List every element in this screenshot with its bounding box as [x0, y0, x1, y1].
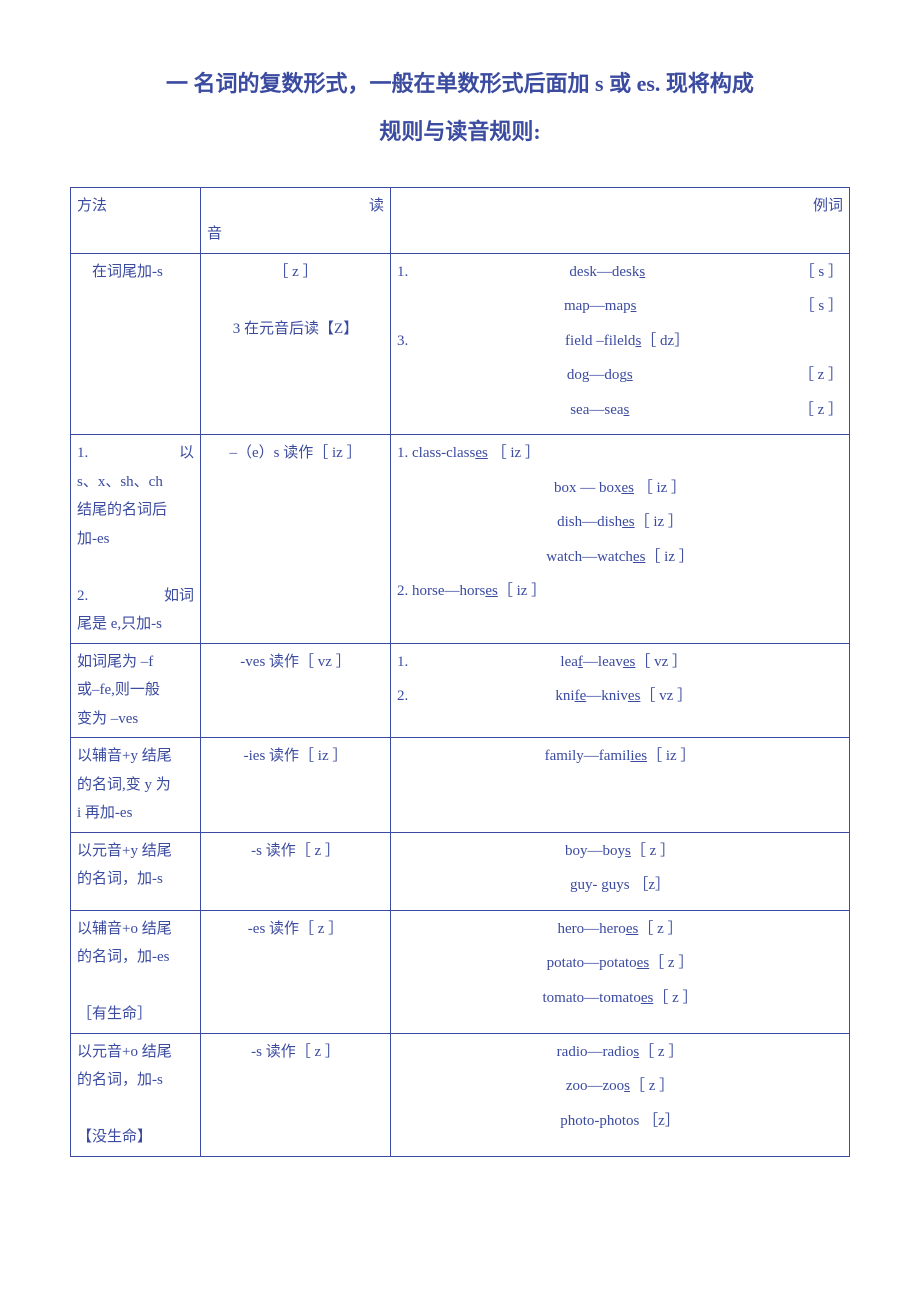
- example-line: watch—watches［ iz ］: [397, 543, 843, 572]
- header-pron-right-bottom: 音: [207, 220, 384, 249]
- pronunciation-line: -es 读作［ z ］: [207, 915, 384, 944]
- method-line: ［有生命］: [77, 1000, 194, 1029]
- example-line: map—maps［ s ］: [397, 292, 843, 321]
- example-cell: family—families［ iz ］: [391, 738, 850, 833]
- method-line: [77, 1095, 194, 1124]
- method-line: [77, 972, 194, 1001]
- example-cell: 1.desk—desks［ s ］ map—maps［ s ］ 3.field –…: [391, 253, 850, 435]
- pronunciation-cell: -s 读作［ z ］: [201, 832, 391, 910]
- method-line: 结尾的名词后: [77, 496, 194, 525]
- example-line: 2. horse—horses［ iz ］: [397, 577, 843, 606]
- method-line: 的名词,变 y 为: [77, 771, 194, 800]
- example-line: 1. class-classes ［ iz ］: [397, 439, 843, 468]
- header-examples-text: 例词: [813, 198, 843, 214]
- method-line: 1.以: [77, 439, 194, 468]
- method-line: 加-es: [77, 525, 194, 554]
- example-line: sea—seas［ z ］: [397, 396, 843, 425]
- header-pronunciation: 读 音: [201, 187, 391, 253]
- example-cell: 1. class-classes ［ iz ］ box — boxes ［ iz …: [391, 435, 850, 644]
- example-cell: 1.leaf—leaves［ vz ］ 2.knife—knives［ vz ］: [391, 643, 850, 738]
- pronunciation-cell: ［ z ］ 3 在元音后读【Z】: [201, 253, 391, 435]
- method-cell: 如词尾为 –f或–fe,则一般变为 –ves: [71, 643, 201, 738]
- table-row: 1.以s、x、sh、ch结尾的名词后加-es 2.如词尾是 e,只加-s–（e）…: [71, 435, 850, 644]
- example-line: box — boxes ［ iz ］: [397, 474, 843, 503]
- method-line: 【没生命】: [77, 1123, 194, 1152]
- example-line: hero—heroes［ z ］: [397, 915, 843, 944]
- method-cell: 以辅音+y 结尾的名词,变 y 为i 再加-es: [71, 738, 201, 833]
- table-header-row: 方法 读 音 例词: [71, 187, 850, 253]
- method-line: 以辅音+y 结尾: [77, 742, 194, 771]
- pronunciation-line: –（e）s 读作［ iz ］: [207, 439, 384, 468]
- method-line: 以辅音+o 结尾: [77, 915, 194, 944]
- method-line: 如词尾为 –f: [77, 648, 194, 677]
- method-line: 的名词，加-s: [77, 1066, 194, 1095]
- table-row: 以元音+o 结尾的名词，加-s 【没生命】-s 读作［ z ］radio—rad…: [71, 1033, 850, 1156]
- plural-rules-table: 方法 读 音 例词 在词尾加-s［ z ］ 3 在元音后读【Z】1.desk—d…: [70, 187, 850, 1157]
- example-line: guy- guys ［z］: [397, 871, 843, 900]
- example-cell: radio—radios［ z ］ zoo—zoos［ z ］ photo-phot…: [391, 1033, 850, 1156]
- method-line: 变为 –ves: [77, 705, 194, 734]
- example-cell: boy—boys［ z ］ guy- guys ［z］: [391, 832, 850, 910]
- document-title: 一 名词的复数形式，一般在单数形式后面加 s 或 es. 现将构成 规则与读音规…: [70, 60, 850, 157]
- header-method-text: 方法: [77, 198, 107, 214]
- pronunciation-line: [207, 286, 384, 315]
- method-line: s、x、sh、ch: [77, 468, 194, 497]
- table-row: 以元音+y 结尾的名词，加-s-s 读作［ z ］boy—boys［ z ］gu…: [71, 832, 850, 910]
- example-line: tomato—tomatoes［ z ］: [397, 984, 843, 1013]
- header-method: 方法: [71, 187, 201, 253]
- method-cell: 1.以s、x、sh、ch结尾的名词后加-es 2.如词尾是 e,只加-s: [71, 435, 201, 644]
- table-body: 在词尾加-s［ z ］ 3 在元音后读【Z】1.desk—desks［ s ］ …: [71, 253, 850, 1156]
- title-line-1: 一 名词的复数形式，一般在单数形式后面加 s 或 es. 现将构成: [70, 60, 850, 108]
- pronunciation-line: 3 在元音后读【Z】: [207, 315, 384, 344]
- method-line: 或–fe,则一般: [77, 676, 194, 705]
- example-line: 2.knife—knives［ vz ］: [397, 682, 843, 711]
- pronunciation-line: ［ z ］: [207, 258, 384, 287]
- method-line: 的名词，加-es: [77, 943, 194, 972]
- pronunciation-line: -ies 读作［ iz ］: [207, 742, 384, 771]
- method-line: 以元音+y 结尾: [77, 837, 194, 866]
- pronunciation-cell: -ies 读作［ iz ］: [201, 738, 391, 833]
- pronunciation-line: -ves 读作［ vz ］: [207, 648, 384, 677]
- header-pron-right-top: 读: [369, 192, 384, 221]
- example-line: dog—dogs［ z ］: [397, 361, 843, 390]
- example-line: radio—radios［ z ］: [397, 1038, 843, 1067]
- example-line: boy—boys［ z ］: [397, 837, 843, 866]
- example-line: family—families［ iz ］: [397, 742, 843, 771]
- method-cell: 以元音+y 结尾的名词，加-s: [71, 832, 201, 910]
- example-line: photo-photos ［z］: [397, 1107, 843, 1136]
- method-line: 的名词，加-s: [77, 865, 194, 894]
- title-line-2: 规则与读音规则:: [70, 108, 850, 156]
- table-row: 在词尾加-s［ z ］ 3 在元音后读【Z】1.desk—desks［ s ］ …: [71, 253, 850, 435]
- example-cell: hero—heroes［ z ］ potato—potatoes［ z ］ toma…: [391, 910, 850, 1033]
- header-examples: 例词: [391, 187, 850, 253]
- method-cell: 以元音+o 结尾的名词，加-s 【没生命】: [71, 1033, 201, 1156]
- pronunciation-cell: -s 读作［ z ］: [201, 1033, 391, 1156]
- method-line: 在词尾加-s: [77, 258, 194, 287]
- example-line: zoo—zoos［ z ］: [397, 1072, 843, 1101]
- method-line: [77, 553, 194, 582]
- example-line: 3.field –filelds［ dz］: [397, 327, 843, 356]
- pronunciation-cell: –（e）s 读作［ iz ］: [201, 435, 391, 644]
- table-row: 以辅音+o 结尾的名词，加-es ［有生命］-es 读作［ z ］hero—he…: [71, 910, 850, 1033]
- method-line: 2.如词: [77, 582, 194, 611]
- method-cell: 以辅音+o 结尾的名词，加-es ［有生命］: [71, 910, 201, 1033]
- pronunciation-line: -s 读作［ z ］: [207, 837, 384, 866]
- pronunciation-line: -s 读作［ z ］: [207, 1038, 384, 1067]
- table-row: 以辅音+y 结尾的名词,变 y 为i 再加-es-ies 读作［ iz ］fam…: [71, 738, 850, 833]
- example-line: 1.leaf—leaves［ vz ］: [397, 648, 843, 677]
- method-line: 以元音+o 结尾: [77, 1038, 194, 1067]
- example-line: potato—potatoes［ z ］: [397, 949, 843, 978]
- example-line: 1.desk—desks［ s ］: [397, 258, 843, 287]
- pronunciation-cell: -es 读作［ z ］: [201, 910, 391, 1033]
- method-line: 尾是 e,只加-s: [77, 610, 194, 639]
- method-cell: 在词尾加-s: [71, 253, 201, 435]
- pronunciation-cell: -ves 读作［ vz ］: [201, 643, 391, 738]
- method-line: i 再加-es: [77, 799, 194, 828]
- table-row: 如词尾为 –f或–fe,则一般变为 –ves-ves 读作［ vz ］1.lea…: [71, 643, 850, 738]
- example-line: dish—dishes［ iz ］: [397, 508, 843, 537]
